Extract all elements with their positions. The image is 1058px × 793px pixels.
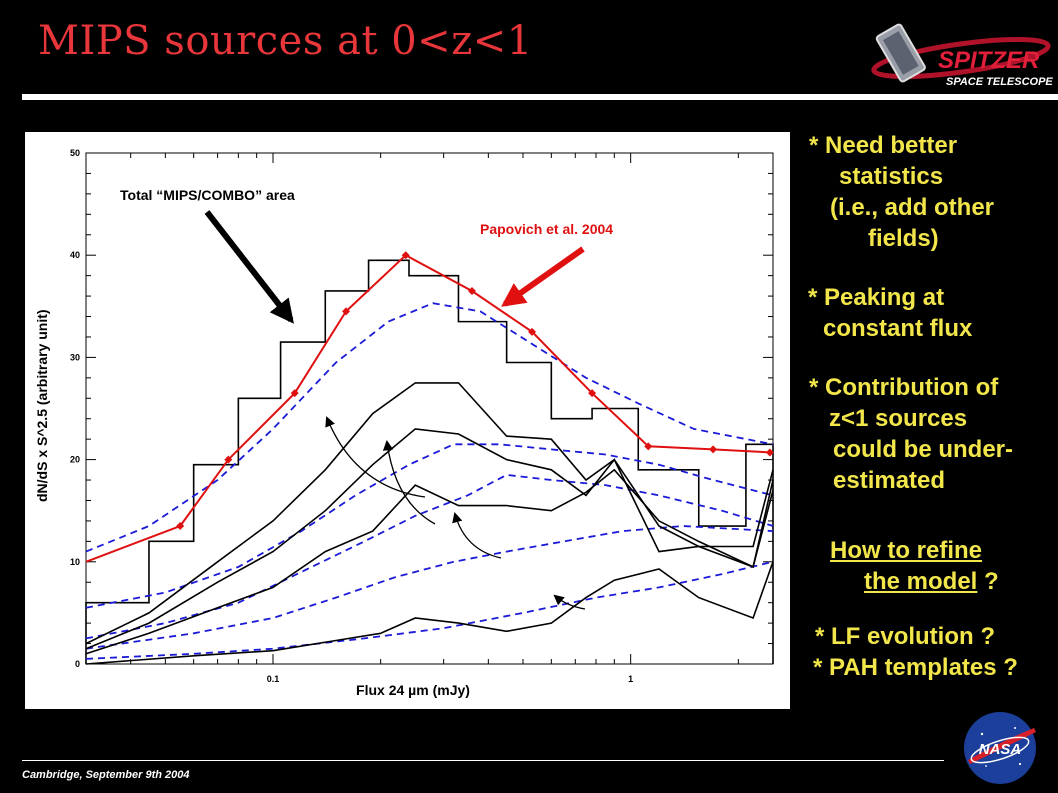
series-papovich xyxy=(85,253,770,563)
arrow-curve xyxy=(452,511,502,559)
series-model-1 xyxy=(85,302,774,553)
chart: 0 10 20 30 40 50 0.1 1 Total “MIPS/COMBO” area … xyxy=(34,148,774,698)
papovich-point xyxy=(224,455,233,464)
y-tick-label: 30 xyxy=(70,352,80,362)
series-black-6 xyxy=(85,382,774,645)
annotation-total-area: Total “MIPS/COMBO” area xyxy=(120,187,295,203)
y-axis-label: dN/dS x S^2.5 (arbitrary unit) xyxy=(34,309,50,502)
footer-text: Cambridge, September 9th 2004 xyxy=(22,769,190,781)
series-black-7 xyxy=(85,428,774,650)
papovich-point xyxy=(588,389,597,398)
papovich-point xyxy=(528,327,537,336)
plot-frame xyxy=(85,152,774,665)
nasa-logo-text: NASA xyxy=(979,741,1022,758)
papovich-point xyxy=(342,307,351,316)
papovich-point xyxy=(709,445,718,454)
arrow-papovich xyxy=(501,246,585,307)
papovich-point xyxy=(290,389,299,398)
series-model-5 xyxy=(85,560,774,660)
bullet-contribution: * Contribution of z<1 sources could be u… xyxy=(809,374,1013,494)
arrow-curve xyxy=(553,594,586,610)
papovich-point xyxy=(765,448,774,457)
refine-question: How to refine the model ? xyxy=(830,537,999,595)
histogram-total-area xyxy=(85,259,774,664)
axes: 0 10 20 30 40 50 0.1 1 xyxy=(70,148,774,684)
arrow-curve xyxy=(325,416,426,498)
series-model-3 xyxy=(85,473,774,640)
y-tick-label: 0 xyxy=(75,659,80,669)
annotation-papovich: Papovich et al. 2004 xyxy=(480,221,613,237)
spitzer-logo: SPITZER SPACE TELESCOPE xyxy=(871,23,1053,88)
arrow-total-area xyxy=(204,210,294,324)
plot-panel: 0 10 20 30 40 50 0.1 1 Total “MIPS/COMBO” area … xyxy=(25,132,790,709)
footer-rule xyxy=(22,760,944,761)
papovich-point xyxy=(176,522,185,531)
bullet-lf-pah: * LF evolution ? * PAH templates ? xyxy=(813,623,1018,681)
spitzer-logo-text: SPITZER xyxy=(938,47,1040,74)
y-tick-label: 10 xyxy=(70,557,80,567)
title-rule xyxy=(22,94,1058,100)
papovich-point xyxy=(644,442,653,451)
papovich-point xyxy=(401,251,410,260)
spitzer-logo-subtext: SPACE TELESCOPE xyxy=(946,76,1053,88)
series-black-8 xyxy=(85,468,774,655)
y-tick-label: 40 xyxy=(70,250,80,260)
annotation-layer: Total “MIPS/COMBO” area Papovich et al. … xyxy=(120,187,613,610)
bullet-statistics: * Need better statistics (i.e., add othe… xyxy=(809,132,995,252)
histogram-layer xyxy=(85,259,774,664)
series-model-4 xyxy=(85,525,774,650)
nasa-logo: NASA xyxy=(964,712,1036,784)
slide-title: MIPS sources at 0<z<1 xyxy=(38,18,533,64)
y-tick-label: 50 xyxy=(70,148,80,158)
bullet-peaking: * Peaking at constant flux xyxy=(808,284,973,342)
x-axis-label: Flux 24 µm (mJy) xyxy=(356,682,470,698)
y-tick-label: 20 xyxy=(70,455,80,465)
series-model-2 xyxy=(85,443,774,609)
series-black-9 xyxy=(85,561,774,665)
x-tick-label: 1 xyxy=(628,674,633,684)
papovich-point xyxy=(467,286,476,295)
x-tick-label: 0.1 xyxy=(267,674,280,684)
series-layer xyxy=(85,251,774,665)
arrow-curve xyxy=(382,439,436,525)
